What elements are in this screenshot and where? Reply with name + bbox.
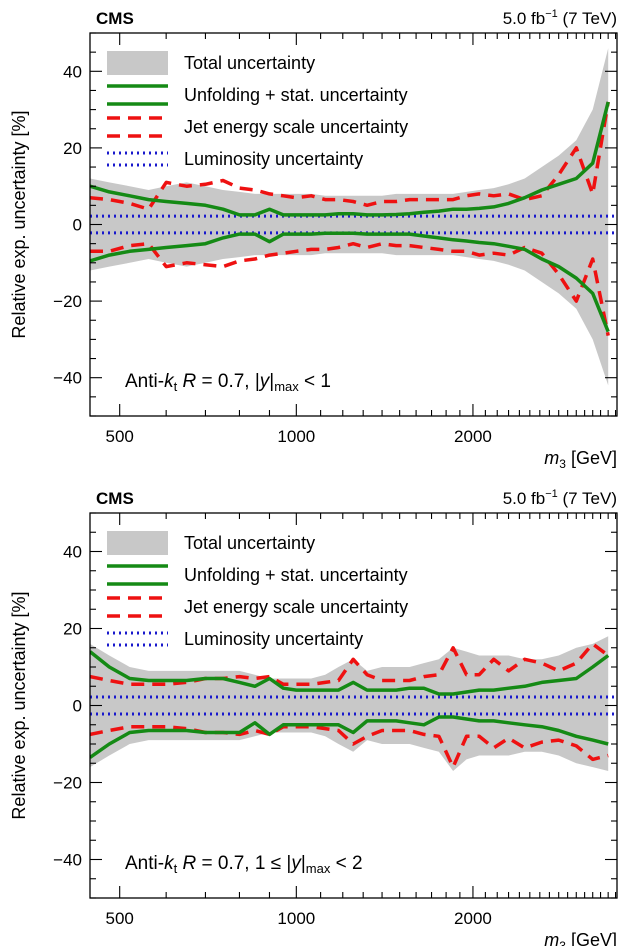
unfolding-line-lower [90, 231, 610, 333]
y-tick-label: 20 [63, 620, 82, 639]
unfolding-line-upper [90, 650, 610, 696]
x-tick-label: 2000 [454, 427, 492, 446]
chart-panel-2: 40 20 0 −20 −40 500 1000 2000 m3 [GeV] Relative e… [9, 488, 618, 946]
region-label: Anti-kt R = 0.7, 1 ≤ |y|max < 2 [125, 853, 363, 876]
x-axis-label: m3 [GeV] [544, 930, 617, 946]
experiment-label: CMS [96, 9, 134, 28]
legend-label-unfolding: Unfolding + stat. uncertainty [184, 85, 408, 105]
legend-label-total: Total uncertainty [184, 53, 315, 73]
total-uncertainty-band [90, 636, 609, 771]
jes-line-upper [90, 101, 610, 211]
x-tick-label: 500 [106, 427, 134, 446]
experiment-label: CMS [96, 489, 134, 508]
x-tick-label: 1000 [277, 909, 315, 928]
y-axis-label: Relative exp. uncertainty [%] [9, 110, 29, 338]
legend-label-total: Total uncertainty [184, 533, 315, 553]
x-tick-label: 1000 [277, 427, 315, 446]
legend-label-unfolding: Unfolding + stat. uncertainty [184, 565, 408, 585]
region-label: Anti-kt R = 0.7, |y|max < 1 [125, 371, 331, 394]
y-tick-label: −40 [53, 369, 82, 388]
legend-label-lumi: Luminosity uncertainty [184, 149, 363, 169]
y-tick-label: 40 [63, 543, 82, 562]
chart-panel-1: 40 20 0 −20 −40 500 1000 2000 m3 [GeV] Relative e… [9, 8, 618, 471]
y-axis-label: Relative exp. uncertainty [%] [9, 591, 29, 819]
lumi-label: 5.0 fb−1 (7 TeV) [503, 8, 617, 28]
y-tick-label: 40 [63, 62, 82, 81]
legend-label-jes: Jet energy scale uncertainty [184, 597, 408, 617]
legend-label-jes: Jet energy scale uncertainty [184, 117, 408, 137]
legend-swatch-total [107, 51, 168, 75]
y-tick-label: −20 [53, 774, 82, 793]
jes-line-lower [90, 241, 610, 336]
y-tick-label: −40 [53, 851, 82, 870]
plot-area [90, 48, 617, 386]
lumi-label: 5.0 fb−1 (7 TeV) [503, 488, 617, 508]
plot-area [90, 636, 617, 771]
legend-swatch-total [107, 531, 168, 555]
unfolding-line-upper [90, 101, 610, 217]
y-tick-label: 0 [73, 216, 82, 235]
legend-label-lumi: Luminosity uncertainty [184, 629, 363, 649]
y-tick-label: −20 [53, 292, 82, 311]
x-axis-label: m3 [GeV] [544, 448, 617, 471]
y-tick-label: 0 [73, 697, 82, 716]
x-tick-label: 500 [106, 909, 134, 928]
unfolding-line-lower [90, 715, 609, 759]
x-tick-label: 2000 [454, 909, 492, 928]
y-tick-label: 20 [63, 139, 82, 158]
